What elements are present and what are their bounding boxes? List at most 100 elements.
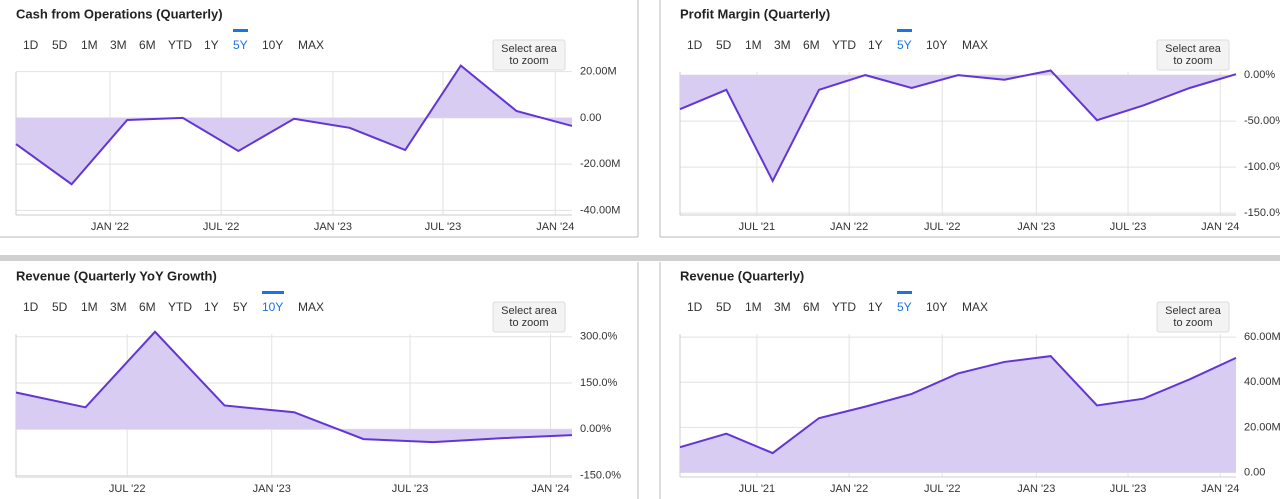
y-tick-label: 40.00M <box>1244 376 1280 388</box>
range-button[interactable]: MAX <box>298 300 324 314</box>
x-tick-label: JUL '22 <box>203 221 240 233</box>
y-tick-label: -150.0% <box>580 469 621 481</box>
chart-title: Revenue (Quarterly) <box>680 268 804 283</box>
range-button[interactable]: 3M <box>774 38 791 52</box>
range-button[interactable]: 1M <box>745 38 762 52</box>
x-tick-label: JAN '23 <box>1017 483 1055 495</box>
x-tick-label: JUL '23 <box>1110 483 1147 495</box>
y-tick-label: -40.00M <box>580 204 620 216</box>
range-button[interactable]: 6M <box>139 300 156 314</box>
range-selected-marker <box>897 291 912 294</box>
x-tick-label: JUL '21 <box>739 483 776 495</box>
chart-title: Cash from Operations (Quarterly) <box>16 6 223 21</box>
range-button[interactable]: 1Y <box>204 300 219 314</box>
range-button[interactable]: YTD <box>168 38 192 52</box>
y-tick-label: 0.00 <box>580 112 601 124</box>
y-tick-label: -20.00M <box>580 158 620 170</box>
zoom-hint: Select area <box>1165 305 1222 317</box>
range-button[interactable]: 6M <box>803 38 820 52</box>
x-tick-label: JAN '24 <box>1201 483 1239 495</box>
line <box>679 69 1237 184</box>
x-tick-label: JAN '24 <box>536 221 574 233</box>
chart-panel: Revenue (Quarterly YoY Growth) 1D 5D 1M 3M 6M… <box>15 262 639 499</box>
range-button[interactable]: 3M <box>774 300 791 314</box>
area-fill <box>680 70 1236 181</box>
range-button[interactable]: 3M <box>110 300 127 314</box>
x-tick-label: JAN '22 <box>91 221 129 233</box>
range-button[interactable]: 10Y <box>262 38 283 52</box>
x-tick-label: JAN '22 <box>830 483 868 495</box>
range-selected-marker <box>897 29 912 32</box>
range-button[interactable]: MAX <box>962 38 988 52</box>
range-button[interactable]: 10Y <box>926 38 947 52</box>
range-button[interactable]: YTD <box>168 300 192 314</box>
y-tick-label: 0.00 <box>1244 466 1265 478</box>
range-button[interactable]: 1Y <box>204 38 219 52</box>
zoom-button[interactable] <box>1156 39 1230 71</box>
area-fill <box>16 331 572 443</box>
range-button[interactable]: 1D <box>687 38 703 52</box>
range-button[interactable]: MAX <box>298 38 324 52</box>
zoom-button[interactable] <box>492 39 566 71</box>
range-button[interactable]: 5Y <box>897 300 912 314</box>
y-tick-label: 0.00% <box>580 423 611 435</box>
chart-panel: Revenue (Quarterly) 1D 5D 1M 3M 6M YTD 1Y 5Y 10Y M… <box>659 262 1280 499</box>
y-tick-label: 20.00M <box>580 66 617 78</box>
range-button[interactable]: 5D <box>52 38 68 52</box>
line <box>15 64 573 186</box>
zoom-button[interactable] <box>1156 301 1230 333</box>
x-tick-label: JUL '22 <box>924 221 961 233</box>
range-button[interactable]: 3M <box>110 38 127 52</box>
row-separator <box>0 255 1280 261</box>
chart-title: Revenue (Quarterly YoY Growth) <box>16 268 217 283</box>
x-tick-label: JUL '23 <box>392 483 429 495</box>
range-button[interactable]: 5D <box>716 38 732 52</box>
range-button[interactable]: 1Y <box>868 300 883 314</box>
zoom-hint: Select area <box>501 43 558 55</box>
range-button[interactable]: 5Y <box>233 300 248 314</box>
range-button[interactable]: 5D <box>52 300 68 314</box>
range-button[interactable]: 1Y <box>868 38 883 52</box>
range-button[interactable]: 1M <box>745 300 762 314</box>
zoom-hint: to zoom <box>1173 317 1212 329</box>
x-tick-label: JAN '23 <box>1017 221 1055 233</box>
area-fill <box>680 356 1236 473</box>
x-tick-label: JUL '21 <box>739 221 776 233</box>
y-tick-label: -150.0% <box>1244 207 1280 219</box>
x-tick-label: JUL '23 <box>1110 221 1147 233</box>
y-tick-label: 150.0% <box>580 377 618 389</box>
range-button[interactable]: 5D <box>716 300 732 314</box>
zoom-hint: Select area <box>501 305 558 317</box>
range-button[interactable]: MAX <box>962 300 988 314</box>
y-tick-label: -100.0% <box>1244 161 1280 173</box>
range-button[interactable]: YTD <box>832 38 856 52</box>
range-selected-marker <box>262 291 284 294</box>
x-tick-label: JUL '22 <box>924 483 961 495</box>
y-tick-label: 300.0% <box>580 331 618 343</box>
x-tick-label: JUL '22 <box>109 483 146 495</box>
range-button[interactable]: 1M <box>81 300 98 314</box>
line <box>15 330 573 444</box>
range-button[interactable]: 10Y <box>926 300 947 314</box>
range-button[interactable]: 1M <box>81 38 98 52</box>
range-button[interactable]: 10Y <box>262 300 283 314</box>
zoom-button[interactable] <box>492 301 566 333</box>
x-tick-label: JAN '23 <box>314 221 352 233</box>
range-button[interactable]: 6M <box>803 300 820 314</box>
chart-title: Profit Margin (Quarterly) <box>680 6 830 21</box>
range-button[interactable]: 1D <box>687 300 703 314</box>
range-button[interactable]: 1D <box>23 300 39 314</box>
chart-panel: Cash from Operations (Quarterly) 1D 5D 1M 3M… <box>0 0 639 238</box>
x-tick-label: JAN '24 <box>531 483 569 495</box>
range-button[interactable]: YTD <box>832 300 856 314</box>
x-tick-label: JUL '23 <box>425 221 462 233</box>
area-fill <box>16 65 572 185</box>
range-button[interactable]: 5Y <box>233 38 248 52</box>
x-tick-label: JAN '22 <box>830 221 868 233</box>
range-selected-marker <box>233 29 248 32</box>
range-button[interactable]: 6M <box>139 38 156 52</box>
range-button[interactable]: 5Y <box>897 38 912 52</box>
x-tick-label: JAN '23 <box>253 483 291 495</box>
range-button[interactable]: 1D <box>23 38 39 52</box>
